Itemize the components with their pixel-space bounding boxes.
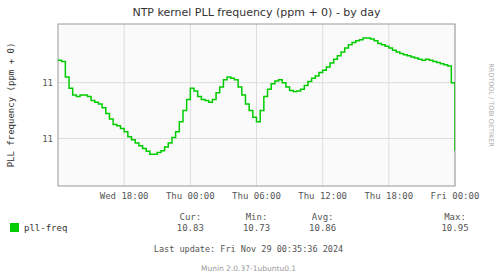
legend-label: pll-freq [24, 223, 67, 233]
x-tick-label: Thu 12:00 [298, 191, 347, 201]
x-tick-label: Wed 18:00 [100, 191, 149, 201]
series-group [58, 38, 455, 154]
x-tick-label: Thu 06:00 [232, 191, 281, 201]
plot-frame [58, 24, 455, 186]
grid-line [190, 24, 191, 186]
chart: 11 11 Wed 18:00 Thu 00:00 Thu 06:00 Thu 12:00… [0, 0, 497, 280]
grid-line [256, 24, 257, 186]
plot-area [58, 24, 455, 186]
stat-value: 10.86 [309, 223, 336, 233]
grid-line [124, 24, 125, 186]
x-tick-label: Fri 00:00 [431, 191, 480, 201]
y-tick-label: 11 [42, 134, 53, 144]
legend-swatch [10, 223, 19, 232]
grid-line [322, 24, 323, 186]
y-tick-label: 11 [42, 78, 53, 88]
stat-value: 10.95 [441, 223, 468, 233]
x-tick-label: Thu 18:00 [364, 191, 413, 201]
y-axis-label: PLL frequency (ppm + 0) [6, 43, 16, 168]
grid [58, 24, 455, 186]
stat-value: 10.83 [177, 223, 204, 233]
annotation: RRDTOOL / TOBI OETIKER [487, 63, 495, 147]
annotation: Munin 2.0.37-1ubuntu0.1 [201, 264, 296, 273]
stat-value: 10.73 [243, 223, 270, 233]
stat-label: Cur: [179, 212, 201, 222]
stat-label: Avg: [312, 212, 334, 222]
stat-label: Min: [246, 212, 268, 222]
annotation: Last update: Fri Nov 29 00:35:36 2024 [154, 244, 343, 254]
title: NTP kernel PLL frequency (ppm + 0) - by … [132, 6, 381, 19]
stat-label: Max: [444, 212, 466, 222]
series-line [58, 38, 455, 154]
x-tick-label: Thu 00:00 [166, 191, 215, 201]
